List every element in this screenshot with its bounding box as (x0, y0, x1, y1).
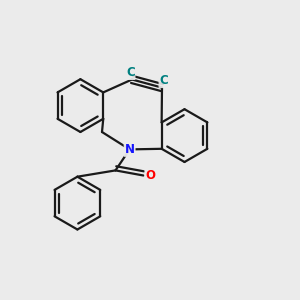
Text: C: C (126, 66, 135, 80)
Text: C: C (159, 74, 168, 88)
Text: N: N (124, 143, 135, 156)
Text: O: O (145, 169, 155, 182)
